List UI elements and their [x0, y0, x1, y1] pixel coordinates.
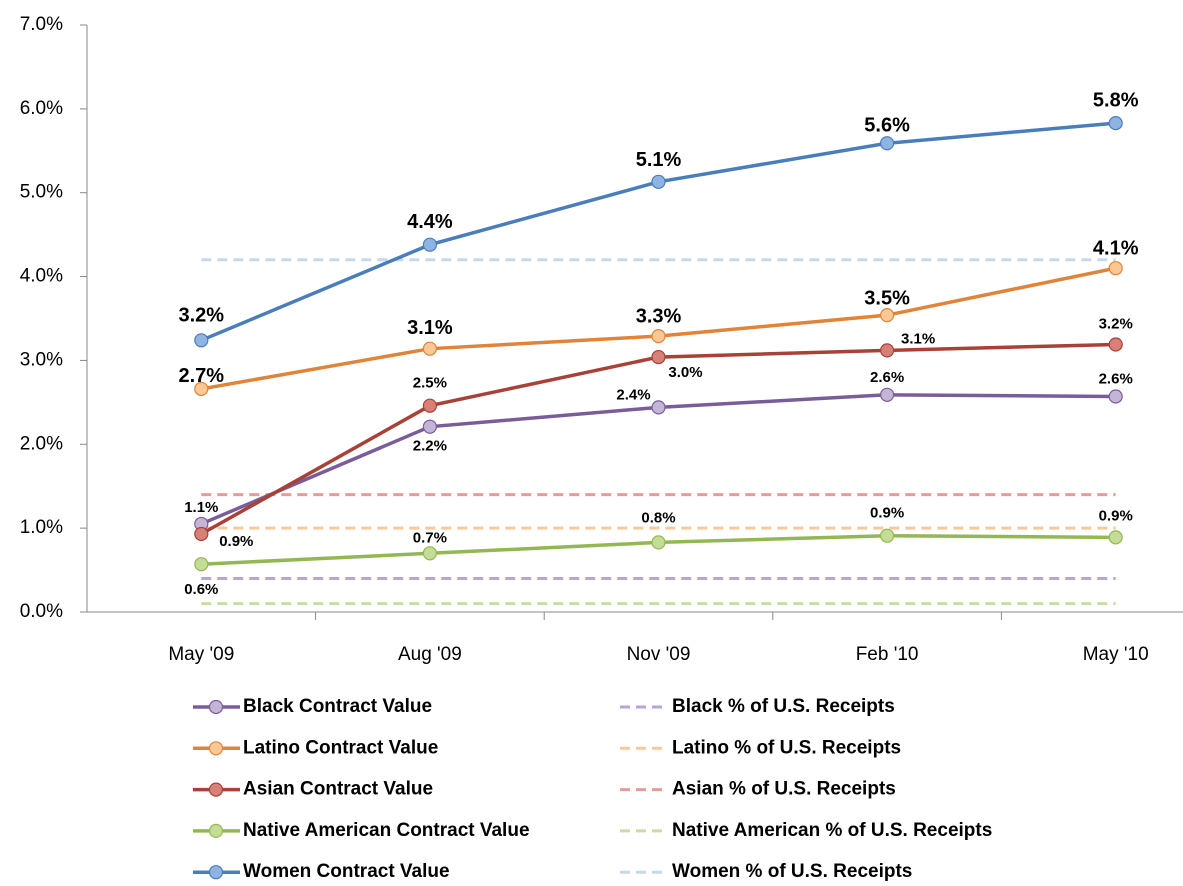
y-tick-label: 7.0%: [20, 14, 63, 35]
point: [879, 308, 895, 323]
data-label: 3.2%: [179, 305, 225, 327]
y-tick-label: 5.0%: [20, 182, 63, 203]
legend-label: Native American Contract Value: [243, 820, 530, 841]
data-label: 0.9%: [870, 505, 904, 522]
legend-label: Asian Contract Value: [243, 779, 433, 800]
legend-label: Women % of U.S. Receipts: [672, 861, 912, 882]
point: [422, 419, 437, 434]
point: [879, 387, 895, 402]
legend-label: Asian % of U.S. Receipts: [672, 779, 896, 800]
legend-label: Women Contract Value: [243, 861, 450, 882]
data-label: 0.7%: [413, 529, 447, 546]
x-tick-label: Nov '09: [627, 644, 691, 665]
legend-label: Native American % of U.S. Receipts: [672, 820, 992, 841]
x-tick-label: Feb '10: [856, 644, 919, 665]
y-tick-label: 1.0%: [20, 517, 63, 538]
data-label: 3.2%: [1099, 315, 1133, 332]
point: [422, 237, 437, 252]
legend-label: Latino % of U.S. Receipts: [672, 737, 901, 758]
point: [1108, 530, 1123, 545]
legend-marker: [208, 741, 224, 756]
point: [879, 343, 895, 358]
point: [194, 557, 209, 572]
data-label: 1.1%: [184, 499, 218, 516]
data-label: 2.6%: [870, 369, 904, 386]
data-label: 2.7%: [179, 365, 225, 387]
legend-marker: [208, 782, 224, 797]
legend-label: Black Contract Value: [243, 696, 432, 717]
x-tick-label: May '10: [1083, 644, 1149, 665]
point: [651, 535, 666, 550]
legend-marker: [208, 823, 224, 839]
point: [194, 381, 209, 397]
data-label: 3.1%: [901, 330, 935, 347]
point: [194, 333, 209, 348]
point: [1108, 337, 1123, 352]
data-label: 2.6%: [1099, 370, 1133, 387]
data-label: 5.1%: [636, 149, 682, 171]
y-tick-label: 0.0%: [20, 601, 63, 622]
data-label: 0.6%: [184, 581, 218, 598]
data-label: 0.8%: [641, 509, 675, 526]
data-label: 4.4%: [407, 211, 453, 233]
point: [194, 526, 209, 542]
data-label: 2.5%: [413, 375, 447, 392]
x-tick-label: Aug '09: [398, 644, 462, 665]
data-label: 2.2%: [413, 438, 447, 455]
point: [651, 174, 666, 189]
legend-label: Latino Contract Value: [243, 737, 438, 758]
data-label: 0.9%: [1099, 507, 1133, 524]
data-label: 0.9%: [219, 533, 253, 550]
point: [651, 400, 666, 415]
x-tick-label: May '09: [168, 644, 234, 665]
data-label: 3.1%: [407, 317, 453, 339]
point: [879, 528, 895, 543]
legend-marker: [208, 865, 224, 880]
point: [1108, 261, 1123, 276]
data-label: 2.4%: [616, 386, 650, 403]
data-label: 3.5%: [864, 287, 910, 309]
point: [651, 349, 666, 365]
series-line: [200, 266, 1117, 391]
series-line: [200, 342, 1116, 536]
point: [651, 329, 666, 344]
point: [422, 398, 437, 413]
legend-label: Black % of U.S. Receipts: [672, 696, 895, 717]
y-tick-label: 6.0%: [20, 98, 63, 119]
data-label: 3.0%: [668, 364, 702, 381]
data-label: 3.3%: [636, 305, 682, 327]
y-tick-label: 4.0%: [20, 266, 63, 287]
data-label: 5.6%: [864, 115, 910, 137]
point: [1108, 116, 1123, 131]
data-label: 5.8%: [1093, 89, 1139, 111]
point: [422, 546, 437, 561]
point: [1108, 389, 1123, 404]
y-tick-label: 3.0%: [20, 349, 63, 370]
legend-marker: [208, 699, 224, 715]
point: [422, 341, 437, 356]
y-tick-label: 2.0%: [20, 433, 63, 454]
point: [879, 136, 895, 151]
data-label: 4.1%: [1093, 237, 1139, 259]
